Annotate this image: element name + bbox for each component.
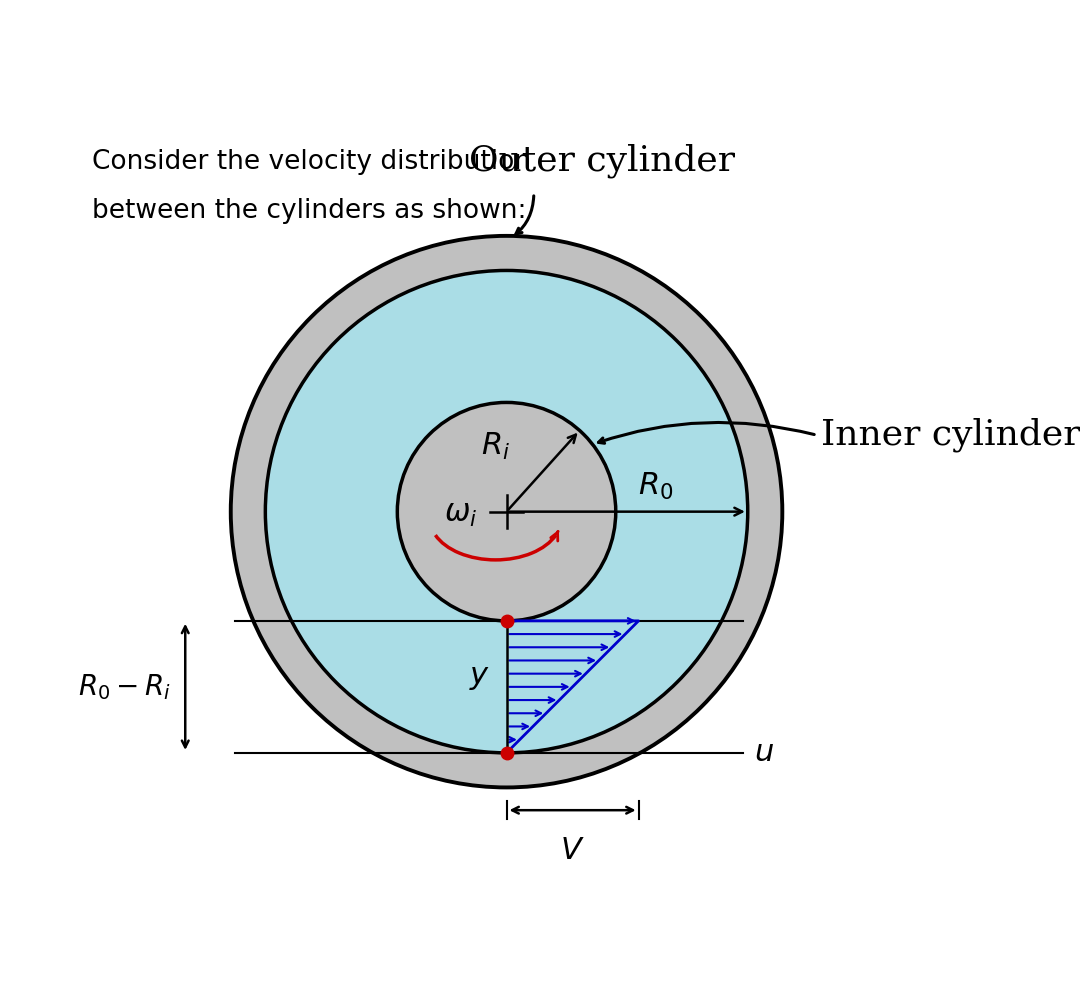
Text: $R_0-R_i$: $R_0-R_i$ [79, 672, 172, 702]
Text: $u$: $u$ [754, 738, 774, 767]
Text: $V$: $V$ [561, 836, 585, 865]
Text: $y$: $y$ [469, 663, 490, 692]
Text: $R_i$: $R_i$ [481, 430, 510, 462]
Text: Outer cylinder: Outer cylinder [469, 144, 735, 178]
Text: between the cylinders as shown:: between the cylinders as shown: [93, 197, 527, 224]
Text: Inner cylinder: Inner cylinder [822, 418, 1080, 452]
Text: Consider the velocity distribution: Consider the velocity distribution [93, 149, 531, 175]
Text: $\omega_i$: $\omega_i$ [444, 500, 477, 529]
Circle shape [397, 402, 616, 621]
Text: $R_0$: $R_0$ [638, 471, 674, 502]
